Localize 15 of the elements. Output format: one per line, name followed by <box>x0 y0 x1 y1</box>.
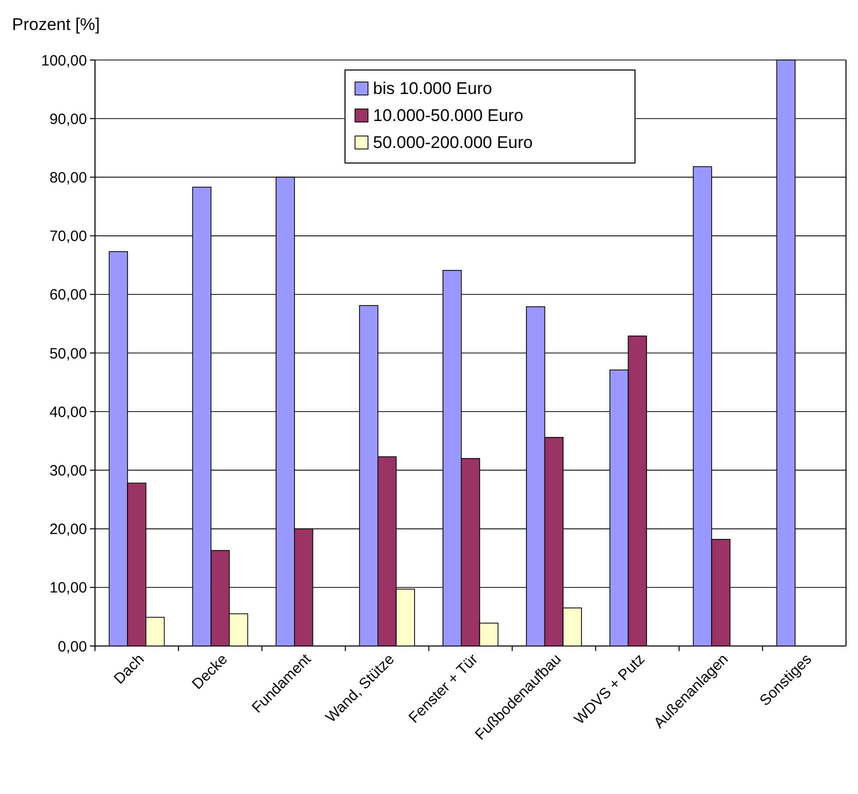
y-tick-label: 80,00 <box>49 169 87 186</box>
y-tick-label: 50,00 <box>49 345 87 362</box>
legend-label: 10.000-50.000 Euro <box>373 106 524 125</box>
y-tick-label: 40,00 <box>49 404 87 421</box>
legend-label: bis 10.000 Euro <box>373 78 492 98</box>
y-tick-label: 30,00 <box>49 462 87 480</box>
y-tick-label: 70,00 <box>49 228 87 246</box>
y-tick-label: 10,00 <box>49 580 87 597</box>
y-tick-label: 100,00 <box>41 52 87 70</box>
legend-label: 50.000-200.000 Euro <box>373 132 533 152</box>
y-tick-label: 20,00 <box>49 521 87 538</box>
y-axis-title: Prozent [%] <box>12 15 100 34</box>
y-tick-label: 0,00 <box>58 638 87 656</box>
y-tick-label: 60,00 <box>49 286 87 304</box>
y-tick-label: 90,00 <box>49 110 87 128</box>
